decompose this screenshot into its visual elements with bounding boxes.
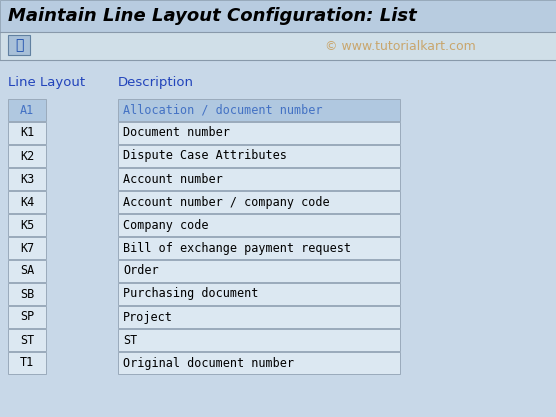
Text: Document number: Document number bbox=[123, 126, 230, 140]
Bar bbox=[8, 260, 46, 282]
Text: K2: K2 bbox=[20, 150, 34, 163]
Bar bbox=[118, 306, 400, 328]
Text: K1: K1 bbox=[20, 126, 34, 140]
Text: K5: K5 bbox=[20, 219, 34, 231]
Bar bbox=[8, 191, 46, 213]
Bar bbox=[118, 168, 400, 190]
Text: Original document number: Original document number bbox=[123, 357, 294, 369]
Bar bbox=[118, 237, 400, 259]
Bar bbox=[8, 35, 30, 55]
Bar bbox=[8, 145, 46, 167]
Text: SP: SP bbox=[20, 311, 34, 324]
Bar bbox=[118, 191, 400, 213]
Bar bbox=[8, 214, 46, 236]
Bar bbox=[118, 99, 400, 121]
Bar bbox=[0, 0, 556, 32]
Text: K4: K4 bbox=[20, 196, 34, 208]
Text: Line Layout: Line Layout bbox=[8, 75, 85, 88]
Text: Description: Description bbox=[118, 75, 194, 88]
Text: ⌕: ⌕ bbox=[15, 38, 23, 52]
Bar bbox=[118, 260, 400, 282]
Text: Account number: Account number bbox=[123, 173, 223, 186]
Text: Maintain Line Layout Configuration: List: Maintain Line Layout Configuration: List bbox=[8, 7, 417, 25]
Text: Company code: Company code bbox=[123, 219, 208, 231]
Bar bbox=[118, 329, 400, 351]
Bar bbox=[8, 306, 46, 328]
Bar bbox=[8, 352, 46, 374]
Text: Project: Project bbox=[123, 311, 173, 324]
Text: Order: Order bbox=[123, 264, 158, 277]
Bar bbox=[8, 99, 46, 121]
Text: K3: K3 bbox=[20, 173, 34, 186]
Text: Bill of exchange payment request: Bill of exchange payment request bbox=[123, 241, 351, 254]
Text: Account number / company code: Account number / company code bbox=[123, 196, 330, 208]
Bar bbox=[118, 122, 400, 144]
Bar bbox=[8, 329, 46, 351]
Text: T1: T1 bbox=[20, 357, 34, 369]
Bar bbox=[8, 122, 46, 144]
Text: © www.tutorialkart.com: © www.tutorialkart.com bbox=[325, 40, 476, 53]
Bar bbox=[8, 283, 46, 305]
Bar bbox=[118, 145, 400, 167]
Bar bbox=[118, 283, 400, 305]
Text: K7: K7 bbox=[20, 241, 34, 254]
Bar bbox=[8, 237, 46, 259]
Text: ST: ST bbox=[20, 334, 34, 347]
Text: Allocation / document number: Allocation / document number bbox=[123, 103, 322, 116]
Bar bbox=[8, 168, 46, 190]
Text: A1: A1 bbox=[20, 103, 34, 116]
Text: Dispute Case Attributes: Dispute Case Attributes bbox=[123, 150, 287, 163]
Text: Purchasing document: Purchasing document bbox=[123, 287, 259, 301]
Text: SB: SB bbox=[20, 287, 34, 301]
Bar bbox=[0, 32, 556, 60]
Bar bbox=[118, 352, 400, 374]
Text: SA: SA bbox=[20, 264, 34, 277]
Text: ST: ST bbox=[123, 334, 137, 347]
Bar bbox=[118, 214, 400, 236]
